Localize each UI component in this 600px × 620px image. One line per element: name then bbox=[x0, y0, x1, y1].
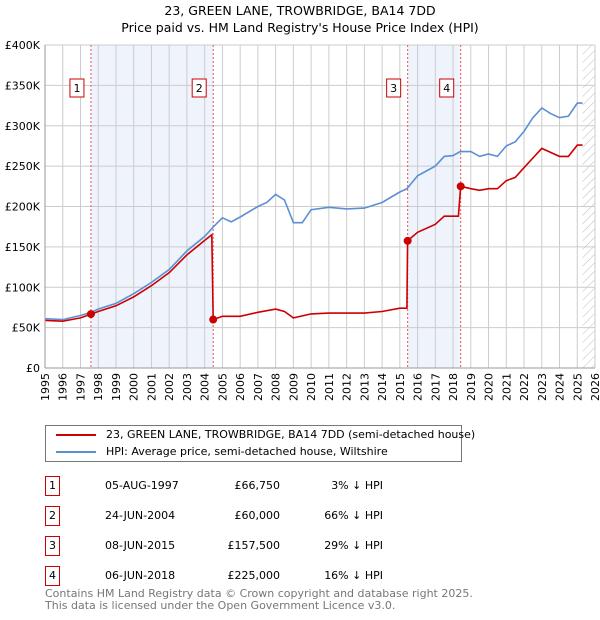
x-tick-label: 2024 bbox=[554, 373, 567, 401]
y-tick-label: £100K bbox=[5, 281, 41, 294]
legend-blue-swatch bbox=[56, 451, 96, 453]
legend-label-hpi: HPI: Average price, semi-detached house,… bbox=[106, 445, 388, 458]
y-tick-label: £50K bbox=[12, 322, 41, 335]
legend-red-swatch bbox=[56, 434, 96, 436]
y-tick-label: £300K bbox=[5, 120, 41, 133]
sale-marker-number: 2 bbox=[196, 82, 203, 95]
sale-hpi-diff: 3% ↓ HPI bbox=[331, 479, 383, 492]
sale-point bbox=[456, 182, 465, 191]
sale-price: £225,000 bbox=[227, 569, 281, 582]
sale-point bbox=[86, 310, 95, 319]
y-tick-label: £200K bbox=[5, 201, 41, 214]
x-tick-label: 2025 bbox=[571, 373, 584, 401]
x-tick-label: 2001 bbox=[145, 373, 158, 401]
sale-row: 1 05-AUG-1997 £66,750 3% ↓ HPI bbox=[45, 476, 445, 496]
legend: 23, GREEN LANE, TROWBRIDGE, BA14 7DD (se… bbox=[45, 425, 475, 462]
x-tick-label: 1998 bbox=[92, 373, 105, 401]
x-tick-label: 2003 bbox=[181, 373, 194, 401]
sale-hpi-diff: 16% ↓ HPI bbox=[324, 569, 383, 582]
sale-price: £66,750 bbox=[234, 479, 281, 492]
x-tick-label: 2013 bbox=[358, 373, 371, 401]
x-tick-label: 1995 bbox=[39, 373, 52, 401]
x-tick-label: 1996 bbox=[57, 373, 70, 401]
sale-marker-badge bbox=[69, 78, 85, 98]
x-tick-label: 2017 bbox=[429, 373, 442, 401]
chart-title: 23, GREEN LANE, TROWBRIDGE, BA14 7DD bbox=[164, 3, 436, 18]
y-tick-label: £250K bbox=[5, 160, 41, 173]
property-price-line bbox=[44, 144, 583, 323]
legend-label-property: 23, GREEN LANE, TROWBRIDGE, BA14 7DD (se… bbox=[106, 428, 476, 441]
sale-marker-number: 3 bbox=[390, 82, 397, 95]
x-tick-label: 2026 bbox=[589, 373, 600, 401]
sale-date: 08-JUN-2015 bbox=[105, 539, 176, 552]
x-tick-label: 2018 bbox=[447, 373, 460, 401]
x-tick-label: 2002 bbox=[163, 373, 176, 401]
sale-marker-number: 1 bbox=[73, 82, 80, 95]
x-tick-label: 2009 bbox=[287, 373, 300, 401]
sale-point bbox=[403, 236, 412, 245]
x-tick-label: 2020 bbox=[483, 373, 496, 401]
x-tick-label: 2016 bbox=[412, 373, 425, 401]
sale-row: 4 06-JUN-2018 £225,000 16% ↓ HPI bbox=[45, 566, 445, 586]
x-tick-label: 1997 bbox=[74, 373, 87, 401]
sale-number-badge: 3 bbox=[45, 536, 60, 556]
y-tick-label: £400K bbox=[5, 39, 41, 52]
x-tick-label: 2007 bbox=[252, 373, 265, 401]
x-tick-label: 2019 bbox=[465, 373, 478, 401]
x-tick-label: 2010 bbox=[305, 373, 318, 401]
sale-number-badge: 2 bbox=[45, 506, 60, 526]
x-tick-label: 2011 bbox=[323, 373, 336, 401]
x-tick-label: 2023 bbox=[536, 373, 549, 401]
x-tick-label: 2005 bbox=[216, 373, 229, 401]
sale-row: 2 24-JUN-2004 £60,000 66% ↓ HPI bbox=[45, 506, 445, 526]
sale-hpi-diff: 66% ↓ HPI bbox=[324, 509, 383, 522]
footer-copyright: Contains HM Land Registry data © Crown c… bbox=[45, 587, 473, 600]
y-tick-label: £150K bbox=[5, 241, 41, 254]
x-tick-label: 2008 bbox=[270, 373, 283, 401]
sale-date: 06-JUN-2018 bbox=[105, 569, 176, 582]
sale-row: 3 08-JUN-2015 £157,500 29% ↓ HPI bbox=[45, 536, 445, 556]
sale-number-badge: 4 bbox=[45, 566, 60, 586]
sale-point bbox=[209, 315, 218, 324]
x-tick-label: 2000 bbox=[128, 373, 141, 401]
x-tick-label: 2022 bbox=[518, 373, 531, 401]
footer-licence: This data is licensed under the Open Gov… bbox=[45, 599, 396, 612]
sale-date: 24-JUN-2004 bbox=[105, 509, 176, 522]
sale-marker-number: 4 bbox=[443, 82, 450, 95]
x-tick-label: 2012 bbox=[341, 373, 354, 401]
y-tick-label: £0 bbox=[26, 362, 40, 375]
price-chart: 1995 1996 1997 1998 1999 2000 2001 2002 2003 2004… bbox=[5, 39, 600, 401]
sale-marker-badge bbox=[439, 78, 455, 98]
chart-subtitle: Price paid vs. HM Land Registry's House … bbox=[121, 20, 479, 35]
x-tick-label: 2006 bbox=[234, 373, 247, 401]
sale-price: £60,000 bbox=[234, 509, 281, 522]
sale-marker-badge bbox=[386, 78, 402, 98]
x-tick-label: 2004 bbox=[199, 373, 212, 401]
sale-marker-badge bbox=[191, 78, 207, 98]
sale-price: £157,500 bbox=[227, 539, 281, 552]
sale-date: 05-AUG-1997 bbox=[105, 479, 179, 492]
x-tick-label: 2014 bbox=[376, 373, 389, 401]
x-tick-label: 2015 bbox=[394, 373, 407, 401]
hpi-line bbox=[44, 102, 583, 321]
x-tick-label: 2021 bbox=[500, 373, 513, 401]
y-tick-label: £350K bbox=[5, 79, 41, 92]
sale-number-badge: 1 bbox=[45, 476, 60, 496]
x-tick-label: 1999 bbox=[110, 373, 123, 401]
sale-hpi-diff: 29% ↓ HPI bbox=[324, 539, 383, 552]
